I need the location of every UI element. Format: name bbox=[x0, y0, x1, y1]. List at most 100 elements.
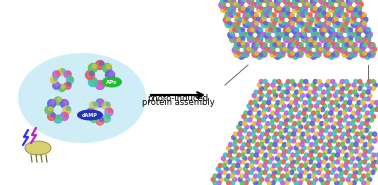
Circle shape bbox=[250, 125, 254, 129]
Circle shape bbox=[313, 41, 317, 45]
Circle shape bbox=[235, 17, 242, 23]
Circle shape bbox=[219, 177, 223, 181]
Circle shape bbox=[292, 41, 299, 47]
Text: APs: APs bbox=[106, 80, 118, 85]
Circle shape bbox=[317, 86, 321, 90]
Circle shape bbox=[332, 153, 335, 157]
Circle shape bbox=[325, 17, 332, 23]
Circle shape bbox=[301, 0, 307, 4]
Circle shape bbox=[252, 2, 255, 6]
Circle shape bbox=[352, 83, 356, 87]
Circle shape bbox=[269, 142, 273, 147]
Circle shape bbox=[362, 90, 366, 94]
Circle shape bbox=[232, 28, 236, 31]
Circle shape bbox=[243, 167, 247, 171]
Circle shape bbox=[311, 111, 315, 115]
Circle shape bbox=[351, 0, 357, 2]
Circle shape bbox=[265, 23, 272, 29]
Circle shape bbox=[252, 93, 256, 97]
Circle shape bbox=[372, 153, 376, 157]
Circle shape bbox=[353, 164, 357, 168]
Circle shape bbox=[263, 100, 266, 105]
Circle shape bbox=[273, 38, 276, 42]
Circle shape bbox=[289, 157, 293, 161]
Circle shape bbox=[355, 23, 362, 29]
Circle shape bbox=[319, 0, 325, 4]
Circle shape bbox=[300, 13, 304, 16]
Circle shape bbox=[295, 41, 299, 45]
Circle shape bbox=[350, 104, 353, 108]
Circle shape bbox=[346, 41, 353, 47]
Circle shape bbox=[328, 0, 335, 4]
Circle shape bbox=[267, 181, 271, 185]
Circle shape bbox=[292, 132, 296, 136]
Circle shape bbox=[265, 47, 269, 51]
Circle shape bbox=[283, 122, 287, 126]
Circle shape bbox=[53, 82, 60, 89]
Circle shape bbox=[258, 97, 262, 101]
Circle shape bbox=[248, 157, 253, 161]
Circle shape bbox=[222, 170, 226, 174]
Circle shape bbox=[264, 32, 270, 38]
Circle shape bbox=[234, 38, 240, 44]
Circle shape bbox=[364, 17, 368, 21]
Circle shape bbox=[250, 11, 254, 15]
Circle shape bbox=[291, 153, 295, 157]
Circle shape bbox=[372, 160, 376, 164]
Circle shape bbox=[348, 2, 351, 6]
Circle shape bbox=[237, 51, 240, 55]
Circle shape bbox=[241, 160, 245, 164]
Circle shape bbox=[290, 21, 294, 25]
Circle shape bbox=[260, 142, 263, 147]
Circle shape bbox=[346, 17, 350, 21]
Circle shape bbox=[311, 0, 317, 4]
Circle shape bbox=[356, 111, 360, 115]
Circle shape bbox=[326, 90, 330, 94]
Circle shape bbox=[231, 32, 234, 36]
Circle shape bbox=[322, 104, 327, 108]
Circle shape bbox=[224, 167, 228, 171]
Circle shape bbox=[322, 23, 326, 27]
Circle shape bbox=[316, 17, 320, 21]
Circle shape bbox=[250, 23, 254, 27]
Circle shape bbox=[259, 36, 262, 40]
Circle shape bbox=[247, 47, 251, 51]
Circle shape bbox=[327, 21, 330, 25]
Circle shape bbox=[371, 170, 375, 174]
Circle shape bbox=[282, 32, 288, 38]
Circle shape bbox=[270, 26, 276, 32]
Circle shape bbox=[265, 177, 269, 181]
Circle shape bbox=[297, 167, 301, 171]
Circle shape bbox=[282, 142, 287, 147]
Circle shape bbox=[296, 6, 299, 10]
Circle shape bbox=[246, 142, 250, 147]
Circle shape bbox=[245, 43, 249, 46]
Circle shape bbox=[270, 167, 274, 171]
Circle shape bbox=[370, 100, 375, 105]
Circle shape bbox=[232, 170, 236, 174]
Circle shape bbox=[346, 53, 353, 59]
Circle shape bbox=[343, 157, 347, 161]
Circle shape bbox=[243, 157, 247, 161]
Circle shape bbox=[349, 53, 353, 57]
Circle shape bbox=[234, 139, 238, 143]
Circle shape bbox=[250, 115, 254, 119]
Circle shape bbox=[272, 170, 276, 174]
Circle shape bbox=[356, 157, 360, 161]
Circle shape bbox=[319, 47, 323, 51]
Circle shape bbox=[306, 122, 310, 126]
Circle shape bbox=[304, 115, 308, 119]
Circle shape bbox=[229, 149, 232, 154]
Text: protein assembly: protein assembly bbox=[142, 98, 214, 107]
Circle shape bbox=[297, 13, 304, 19]
Circle shape bbox=[245, 125, 249, 129]
Circle shape bbox=[260, 104, 265, 108]
Circle shape bbox=[279, 43, 285, 49]
Circle shape bbox=[306, 38, 312, 44]
Circle shape bbox=[315, 118, 319, 122]
Circle shape bbox=[304, 6, 307, 10]
Circle shape bbox=[237, 26, 240, 30]
Circle shape bbox=[290, 170, 294, 174]
Circle shape bbox=[223, 153, 228, 157]
Circle shape bbox=[314, 51, 321, 58]
